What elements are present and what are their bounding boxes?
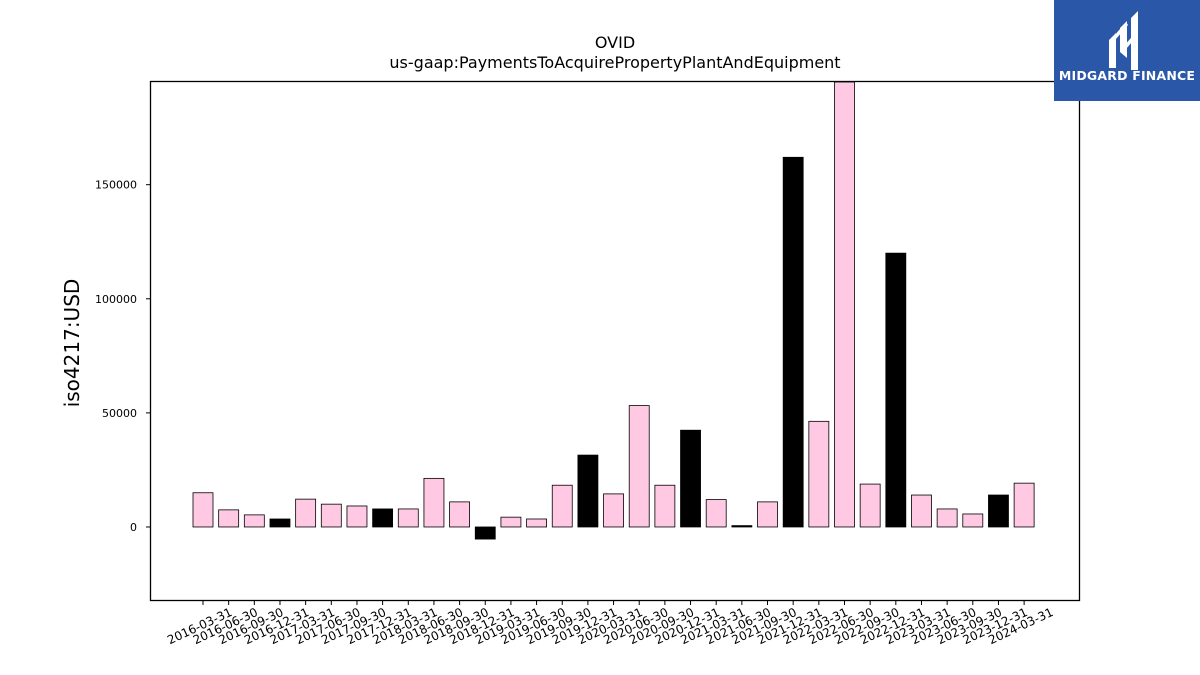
bars-group [192,81,1035,540]
bar-2019-09-30 [551,484,573,528]
y-tick-label: 50000 [102,407,137,420]
bar-2021-09-30 [757,501,778,528]
y-tick-label: 0 [130,521,137,534]
brand-name: MIDGARD FINANCE [1058,68,1196,83]
y-tick-label: 150000 [95,179,137,192]
y-axis-ticks: 0 50000 100000 150000 [95,179,151,534]
bar-2021-12-31 [782,156,804,528]
bar-2018-06-30 [423,477,445,528]
y-axis-label: iso4217:USD [60,279,84,408]
bar-2018-03-31 [397,508,419,528]
bar-2017-06-30 [320,503,342,528]
bar-2016-09-30 [243,514,265,528]
bar-2017-09-30 [346,505,368,528]
bar-2021-06-30 [731,525,753,528]
bar-2020-12-31 [680,429,701,528]
bar-2021-03-31 [705,499,727,528]
chart-title: OVID [595,33,635,52]
x-axis-ticks: 2016-03-312016-06-302016-09-302016-12-31… [165,600,1055,647]
bar-2022-09-30 [859,483,881,528]
bar-2018-09-30 [449,501,471,528]
bar-2017-03-31 [295,498,317,528]
bar-2024-03-31 [1013,482,1035,528]
bar-2016-12-31 [269,518,291,528]
bar-2023-12-31 [988,494,1009,528]
bar-2022-03-31 [808,420,830,528]
bar-2020-06-30 [628,405,650,528]
bar-2019-03-31 [500,516,522,528]
plot-area-frame [149,80,1081,602]
bar-2023-09-30 [962,513,984,528]
brand-logo: MIDGARD FINANCE [1054,0,1200,101]
bar-2016-03-31 [192,492,214,528]
bar-2018-12-31 [474,526,496,540]
bar-2016-06-30 [218,509,240,528]
bar-2022-06-30 [834,81,855,528]
y-tick-label: 100000 [95,293,137,306]
bar-2020-03-31 [603,493,624,528]
bar-2019-06-30 [526,518,547,528]
chart-subtitle: us-gaap:PaymentsToAcquirePropertyPlantAn… [389,53,840,72]
bar-2019-12-31 [577,454,599,528]
bar-2020-09-30 [654,484,676,528]
bar-2023-06-30 [936,508,958,528]
midgard-logo-icon [1109,11,1138,70]
bar-2017-12-31 [372,508,394,528]
bar-2022-12-31 [885,252,907,528]
bar-2023-03-31 [911,494,932,528]
